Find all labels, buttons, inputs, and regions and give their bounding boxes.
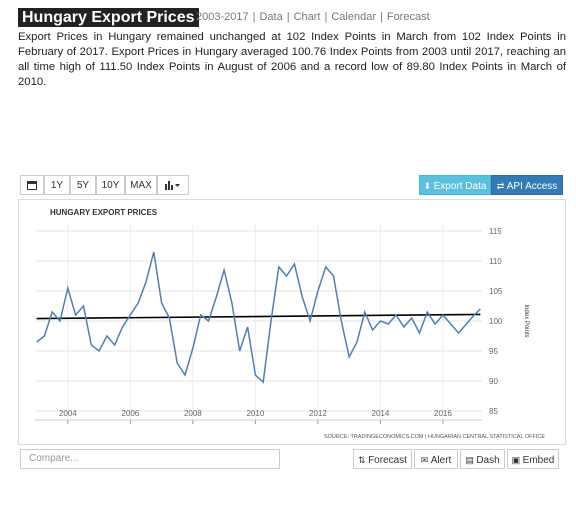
separator: | xyxy=(379,11,383,23)
chart-type-button[interactable] xyxy=(157,175,189,195)
subtitle-link[interactable]: Forecast xyxy=(386,11,430,23)
separator: | xyxy=(286,11,290,23)
footer-button[interactable]: ▣ Embed xyxy=(507,449,559,469)
api-button[interactable]: ⇄ API Access xyxy=(491,175,563,195)
footer-button[interactable]: ⇅ Forecast xyxy=(353,449,412,469)
subtitle-link[interactable]: 2003-2017 xyxy=(196,11,249,23)
description: Export Prices in Hungary remained unchan… xyxy=(18,31,566,88)
subtitle-links: 2003-2017 | Data | Chart | Calendar | Forecast xyxy=(196,11,430,23)
separator: | xyxy=(252,11,256,23)
chart-frame xyxy=(18,199,566,445)
footer-button-label: Forecast xyxy=(368,455,407,466)
subtitle-link[interactable]: Calendar xyxy=(331,11,376,23)
subtitle-link[interactable]: Chart xyxy=(293,11,321,23)
range-button[interactable]: 5Y xyxy=(70,175,96,195)
api-label: API Access xyxy=(506,181,558,192)
footer-button-label: Dash xyxy=(476,455,500,466)
calendar-button[interactable] xyxy=(20,175,44,195)
footer-button[interactable]: ▤ Dash xyxy=(460,449,505,469)
page-title: Hungary Export Prices xyxy=(18,8,199,27)
export-button[interactable]: ⬇ Export Data xyxy=(419,175,491,195)
compare-input[interactable]: Compare... xyxy=(20,449,280,469)
footer-button-label: Alert xyxy=(430,455,452,466)
footer-button-label: Embed xyxy=(522,455,555,466)
export-label: Export Data xyxy=(433,181,487,192)
footer-button[interactable]: ✉ Alert xyxy=(414,449,458,469)
range-button[interactable]: 1Y xyxy=(44,175,70,195)
subtitle-link[interactable]: Data xyxy=(259,11,283,23)
separator: | xyxy=(324,11,328,23)
range-button[interactable]: 10Y xyxy=(96,175,125,195)
range-button[interactable]: MAX xyxy=(125,175,157,195)
